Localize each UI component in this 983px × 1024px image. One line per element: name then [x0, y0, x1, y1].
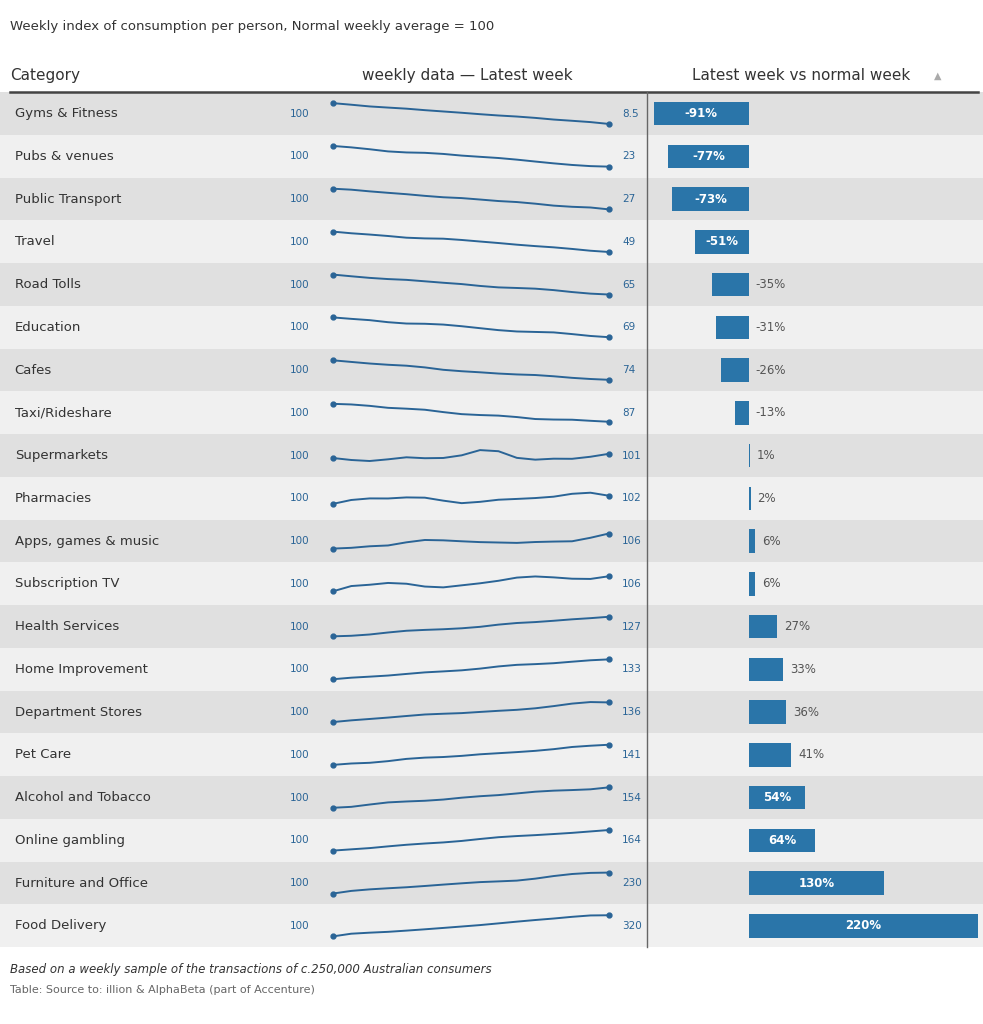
- Text: 100: 100: [290, 750, 310, 760]
- Text: 100: 100: [290, 836, 310, 846]
- Text: -73%: -73%: [694, 193, 727, 206]
- Text: 87: 87: [622, 408, 635, 418]
- Text: 127: 127: [622, 622, 642, 632]
- Text: 100: 100: [290, 665, 310, 675]
- Text: Food Delivery: Food Delivery: [15, 920, 106, 932]
- Text: 2%: 2%: [758, 492, 777, 505]
- Text: 23: 23: [622, 152, 635, 162]
- Text: Weekly index of consumption per person, Normal weekly average = 100: Weekly index of consumption per person, …: [10, 20, 494, 34]
- Text: 106: 106: [622, 579, 642, 589]
- Text: 136: 136: [622, 707, 642, 717]
- Text: Department Stores: Department Stores: [15, 706, 142, 719]
- Text: 102: 102: [622, 494, 642, 504]
- Text: Supermarkets: Supermarkets: [15, 450, 108, 462]
- Text: -35%: -35%: [756, 279, 785, 291]
- Text: Subscription TV: Subscription TV: [15, 578, 119, 590]
- Text: Education: Education: [15, 321, 82, 334]
- Text: 27: 27: [622, 194, 635, 204]
- Text: 100: 100: [290, 109, 310, 119]
- Text: Public Transport: Public Transport: [15, 193, 121, 206]
- Text: 69: 69: [622, 323, 635, 333]
- Text: 6%: 6%: [762, 535, 781, 548]
- Text: 65: 65: [622, 280, 635, 290]
- Text: 100: 100: [290, 579, 310, 589]
- Text: -77%: -77%: [692, 150, 724, 163]
- Text: 230: 230: [622, 878, 642, 888]
- Text: 49: 49: [622, 237, 635, 247]
- Text: Latest week vs normal week: Latest week vs normal week: [692, 69, 910, 83]
- Text: Category: Category: [10, 69, 80, 83]
- Text: Online gambling: Online gambling: [15, 834, 125, 847]
- Text: 100: 100: [290, 280, 310, 290]
- Text: Gyms & Fitness: Gyms & Fitness: [15, 108, 118, 120]
- Text: Apps, games & music: Apps, games & music: [15, 535, 159, 548]
- Text: Home Improvement: Home Improvement: [15, 663, 147, 676]
- Text: 36%: 36%: [793, 706, 819, 719]
- Text: 100: 100: [290, 408, 310, 418]
- Text: 154: 154: [622, 793, 642, 803]
- Text: Pet Care: Pet Care: [15, 749, 71, 761]
- Text: Cafes: Cafes: [15, 364, 52, 377]
- Text: 100: 100: [290, 365, 310, 375]
- Text: 41%: 41%: [798, 749, 825, 761]
- Text: -51%: -51%: [706, 236, 738, 248]
- Text: 320: 320: [622, 921, 642, 931]
- Text: 100: 100: [290, 194, 310, 204]
- Text: weekly data — Latest week: weekly data — Latest week: [362, 69, 572, 83]
- Text: 106: 106: [622, 536, 642, 546]
- Text: 100: 100: [290, 323, 310, 333]
- Text: 101: 101: [622, 451, 642, 461]
- Text: 100: 100: [290, 921, 310, 931]
- Text: Furniture and Office: Furniture and Office: [15, 877, 147, 890]
- Text: Pubs & venues: Pubs & venues: [15, 150, 113, 163]
- Text: 100: 100: [290, 707, 310, 717]
- Text: 1%: 1%: [757, 450, 776, 462]
- Text: Alcohol and Tobacco: Alcohol and Tobacco: [15, 792, 150, 804]
- Text: Health Services: Health Services: [15, 621, 119, 633]
- Text: 54%: 54%: [763, 792, 791, 804]
- Text: 100: 100: [290, 878, 310, 888]
- Text: 141: 141: [622, 750, 642, 760]
- Text: 64%: 64%: [768, 834, 796, 847]
- Text: -26%: -26%: [756, 364, 786, 377]
- Text: 8.5: 8.5: [622, 109, 639, 119]
- Text: 6%: 6%: [762, 578, 781, 590]
- Text: Pharmacies: Pharmacies: [15, 492, 91, 505]
- Text: 100: 100: [290, 622, 310, 632]
- Text: 27%: 27%: [783, 621, 810, 633]
- Text: 100: 100: [290, 536, 310, 546]
- Text: 164: 164: [622, 836, 642, 846]
- Text: 220%: 220%: [845, 920, 882, 932]
- Text: 100: 100: [290, 793, 310, 803]
- Text: 100: 100: [290, 237, 310, 247]
- Text: Road Tolls: Road Tolls: [15, 279, 81, 291]
- Text: -91%: -91%: [684, 108, 718, 120]
- Text: 100: 100: [290, 494, 310, 504]
- Text: -31%: -31%: [756, 321, 785, 334]
- Text: 130%: 130%: [798, 877, 835, 890]
- Text: Taxi/Rideshare: Taxi/Rideshare: [15, 407, 111, 419]
- Text: 133: 133: [622, 665, 642, 675]
- Text: -13%: -13%: [756, 407, 785, 419]
- Text: 74: 74: [622, 365, 635, 375]
- Text: 100: 100: [290, 451, 310, 461]
- Text: 100: 100: [290, 152, 310, 162]
- Text: Based on a weekly sample of the transactions of c.250,000 Australian consumers: Based on a weekly sample of the transact…: [10, 963, 492, 976]
- Text: 33%: 33%: [790, 663, 816, 676]
- Text: Table: Source to: illion & AlphaBeta (part of Accenture): Table: Source to: illion & AlphaBeta (pa…: [10, 985, 315, 995]
- Text: Travel: Travel: [15, 236, 54, 248]
- Text: ▲: ▲: [934, 71, 942, 81]
